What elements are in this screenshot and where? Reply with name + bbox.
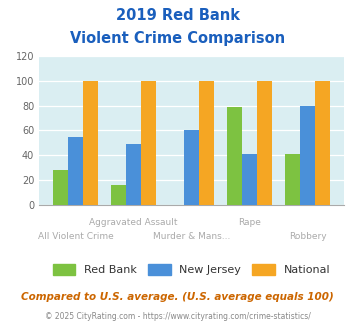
Legend: Red Bank, New Jersey, National: Red Bank, New Jersey, National (49, 259, 335, 280)
Text: © 2025 CityRating.com - https://www.cityrating.com/crime-statistics/: © 2025 CityRating.com - https://www.city… (45, 312, 310, 321)
Bar (53, 170, 68, 205)
Bar (83, 81, 98, 205)
Bar (242, 154, 257, 205)
Text: 2019 Red Bank: 2019 Red Bank (115, 8, 240, 23)
Bar (141, 81, 156, 205)
Text: Rape: Rape (238, 218, 261, 227)
Bar (315, 81, 331, 205)
Text: Aggravated Assault: Aggravated Assault (89, 218, 178, 227)
Text: All Violent Crime: All Violent Crime (38, 232, 114, 241)
Bar (126, 144, 141, 205)
Bar (257, 81, 272, 205)
Bar (285, 154, 300, 205)
Text: Compared to U.S. average. (U.S. average equals 100): Compared to U.S. average. (U.S. average … (21, 292, 334, 302)
Text: Violent Crime Comparison: Violent Crime Comparison (70, 31, 285, 46)
Text: Murder & Mans...: Murder & Mans... (153, 232, 230, 241)
Bar (184, 130, 199, 205)
Bar (199, 81, 214, 205)
Bar (300, 106, 315, 205)
Bar (111, 185, 126, 205)
Text: Robbery: Robbery (289, 232, 327, 241)
Bar (68, 137, 83, 205)
Bar (227, 107, 242, 205)
